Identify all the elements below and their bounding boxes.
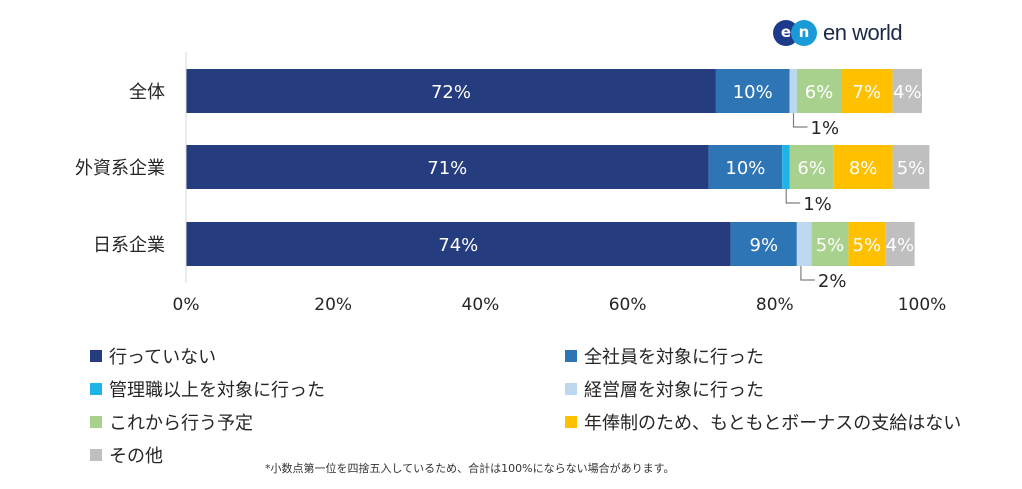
x-tick-label: 40% xyxy=(462,295,500,315)
callout-label: 2% xyxy=(818,271,847,292)
data-label: 4% xyxy=(886,235,915,256)
data-label: 5% xyxy=(897,158,926,179)
callout-label: 1% xyxy=(803,194,832,215)
bar-segment xyxy=(186,222,731,266)
callout-label: 1% xyxy=(811,118,840,139)
bar-segment xyxy=(892,145,930,189)
bar-segment xyxy=(841,69,893,113)
bar-segment xyxy=(811,222,849,266)
x-tick-label: 20% xyxy=(314,295,352,315)
bar-segment xyxy=(892,69,922,113)
category-label: 全体 xyxy=(129,82,165,103)
data-label: 74% xyxy=(438,235,478,256)
bar-segment xyxy=(885,222,915,266)
data-label: 4% xyxy=(893,82,922,103)
callout-line xyxy=(785,189,801,204)
data-label: 7% xyxy=(853,82,882,103)
bar-segment xyxy=(782,145,790,189)
bar-segment xyxy=(848,222,886,266)
bar-segment xyxy=(796,69,842,113)
data-label: 6% xyxy=(805,82,834,103)
bar-segment xyxy=(715,69,790,113)
data-label: 5% xyxy=(853,235,882,256)
logo-text: en world xyxy=(823,20,903,45)
footnote: *小数点第一位を四捨五入しているため、合計は100%にならない場合があります。 xyxy=(265,462,675,475)
bar-segment xyxy=(833,145,893,189)
bar-segment xyxy=(708,145,783,189)
data-label: 5% xyxy=(816,235,845,256)
data-label: 71% xyxy=(427,158,467,179)
x-tick-label: 100% xyxy=(898,295,947,315)
bar-segment xyxy=(789,145,834,189)
bar-segment xyxy=(186,69,716,113)
bar-segment xyxy=(789,69,797,113)
x-tick-label: 60% xyxy=(609,295,647,315)
data-label: 6% xyxy=(797,158,826,179)
x-tick-label: 80% xyxy=(756,295,794,315)
data-label: 10% xyxy=(733,82,773,103)
callout-line xyxy=(800,266,815,281)
category-label: 外資系企業 xyxy=(75,158,165,179)
bar-segment xyxy=(186,145,709,189)
bar-segment xyxy=(730,222,797,266)
data-label: 9% xyxy=(750,235,779,256)
category-label: 日系企業 xyxy=(93,235,165,256)
x-tick-label: 0% xyxy=(173,295,200,315)
data-label: 72% xyxy=(431,82,471,103)
bar-segment xyxy=(796,222,812,266)
callout-line xyxy=(792,113,808,128)
data-label: 8% xyxy=(849,158,878,179)
data-label: 10% xyxy=(725,158,765,179)
